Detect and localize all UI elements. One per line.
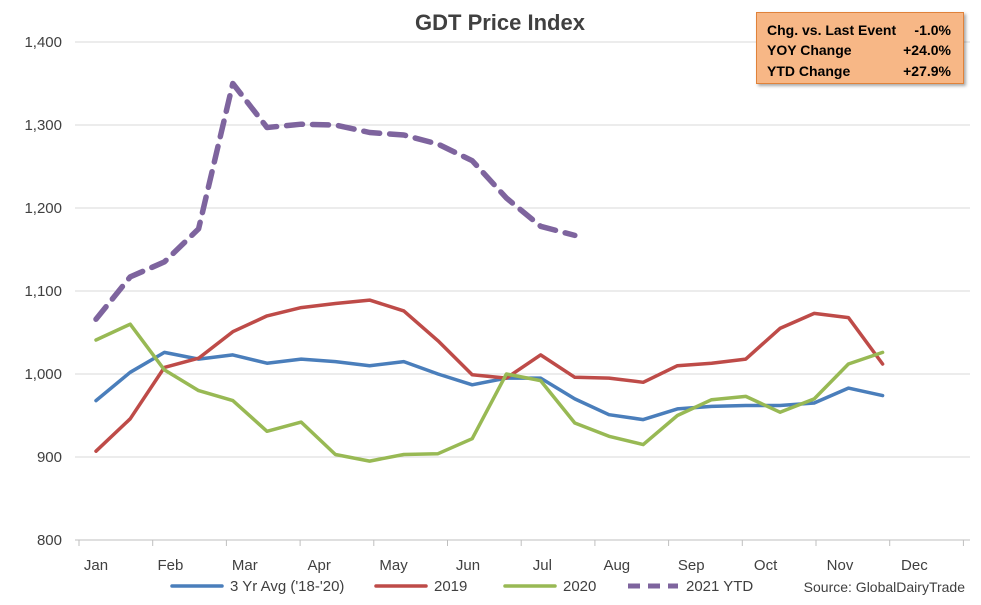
x-tick-label: May	[379, 557, 408, 574]
grid	[75, 41, 970, 541]
stats-value: -1.0%	[914, 22, 951, 38]
stats-value: +24.0%	[903, 42, 951, 58]
legend-label: 2019	[434, 578, 467, 595]
x-axis-ticks: Jan Feb Mar Apr May Jun Jul Aug Sep Oct Nov Dec	[78, 540, 964, 574]
y-axis-ticks: 800 900 1,000 1,100 1,200 1,300 1,400	[24, 34, 62, 549]
series-line	[94, 350, 885, 422]
stats-row-ytd-change: YTD Change +27.9%	[767, 63, 951, 83]
y-tick-label: 900	[37, 449, 62, 466]
y-tick-label: 1,300	[24, 117, 62, 134]
y-tick-label: 1,200	[24, 200, 62, 217]
x-tick-label: Aug	[603, 557, 630, 574]
y-tick-label: 800	[37, 532, 62, 549]
series-line	[94, 298, 885, 453]
series-line	[94, 322, 885, 463]
legend-label: 3 Yr Avg ('18-'20)	[230, 578, 344, 595]
x-tick-label: Nov	[827, 557, 854, 574]
series-line	[93, 80, 578, 322]
stats-row-chg-last-event: Chg. vs. Last Event -1.0%	[767, 22, 951, 42]
x-tick-label: Jan	[84, 557, 108, 574]
stats-row-yoy-change: YOY Change +24.0%	[767, 42, 951, 62]
legend-label: 2021 YTD	[686, 578, 753, 595]
x-tick-label: Apr	[308, 557, 331, 574]
series-lines	[93, 80, 885, 463]
x-tick-label: Dec	[901, 557, 928, 574]
y-tick-label: 1,400	[24, 34, 62, 51]
x-tick-label: Jul	[533, 557, 552, 574]
legend-label: 2020	[563, 578, 596, 595]
source-note: Source: GlobalDairyTrade	[804, 579, 966, 595]
y-tick-label: 1,100	[24, 283, 62, 300]
stats-label: YOY Change	[767, 42, 852, 58]
x-tick-label: Oct	[754, 557, 778, 574]
legend: 3 Yr Avg ('18-'20) 2019 2020 2021 YTD	[170, 578, 753, 595]
x-tick-label: Sep	[678, 557, 705, 574]
chart-title: GDT Price Index	[415, 10, 586, 35]
x-tick-label: Jun	[456, 557, 480, 574]
x-tick-label: Feb	[157, 557, 183, 574]
x-tick-label: Mar	[232, 557, 258, 574]
stats-box: Chg. vs. Last Event -1.0% YOY Change +24…	[756, 12, 964, 84]
stats-value: +27.9%	[903, 63, 951, 79]
stats-label: YTD Change	[767, 63, 851, 79]
stats-label: Chg. vs. Last Event	[767, 22, 897, 38]
y-tick-label: 1,000	[24, 366, 62, 383]
